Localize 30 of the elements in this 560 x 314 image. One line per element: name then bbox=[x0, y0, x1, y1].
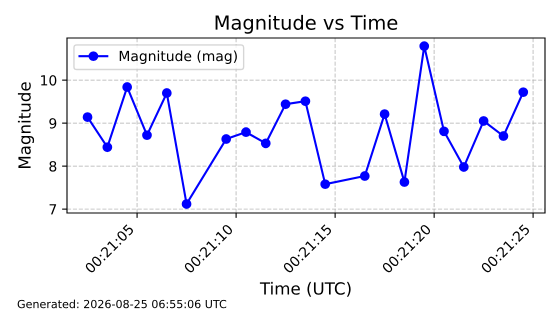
point bbox=[162, 88, 172, 98]
point bbox=[380, 109, 390, 119]
point bbox=[142, 130, 152, 140]
y-tick-label: 8 bbox=[49, 161, 56, 172]
y-tick-label: 10 bbox=[41, 75, 56, 86]
point bbox=[82, 112, 92, 122]
point bbox=[400, 177, 410, 187]
y-axis-title: Magnitude bbox=[18, 82, 34, 168]
point bbox=[518, 87, 528, 98]
y-tick-label: 7 bbox=[50, 204, 56, 214]
x-axis-title: Time (UTC) bbox=[260, 282, 351, 297]
point bbox=[478, 116, 488, 126]
point bbox=[102, 142, 112, 152]
point bbox=[300, 96, 310, 106]
point bbox=[439, 126, 449, 136]
point bbox=[360, 171, 370, 181]
point bbox=[498, 131, 508, 141]
y-tick-label: 9 bbox=[49, 118, 56, 129]
point bbox=[221, 134, 232, 144]
point bbox=[122, 82, 132, 92]
point bbox=[458, 162, 469, 172]
chart-title: Magnitude vs Time bbox=[216, 14, 398, 34]
text: Generated: 2026-08-25 06:55:06 UTC bbox=[18, 300, 226, 308]
point bbox=[260, 138, 271, 148]
point bbox=[241, 127, 251, 138]
legend-label: Magnitude (mag) bbox=[120, 50, 237, 64]
point bbox=[182, 199, 192, 209]
point bbox=[320, 179, 330, 190]
point bbox=[419, 41, 430, 52]
point bbox=[280, 99, 290, 110]
